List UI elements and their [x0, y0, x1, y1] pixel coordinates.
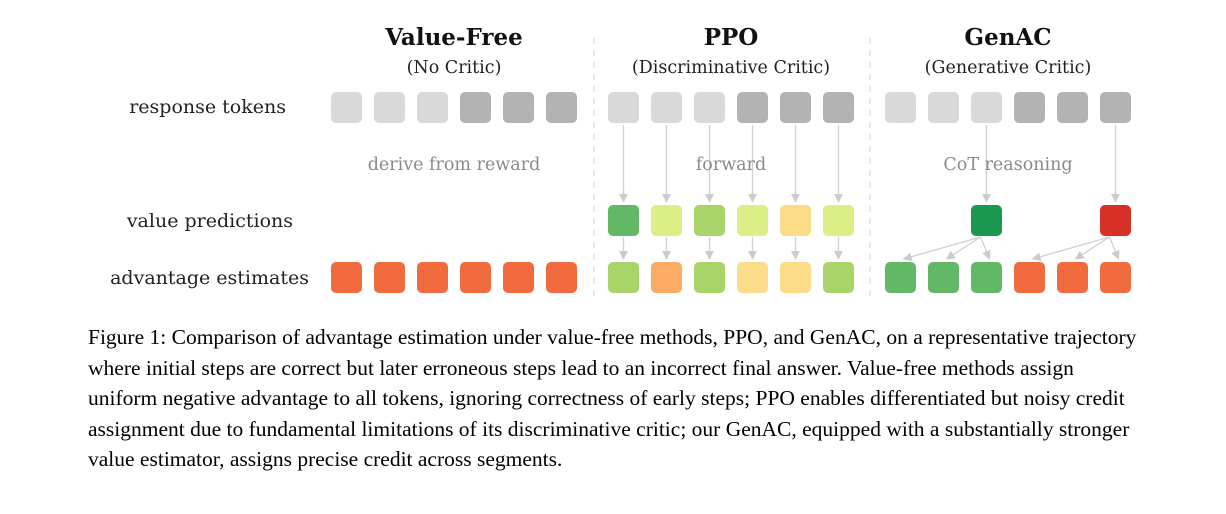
- comparison-figure: response tokens value predictions advant…: [110, 24, 1131, 300]
- advantage-estimate: [546, 262, 577, 293]
- advantage-estimate: [1057, 262, 1088, 293]
- column-title: GenAC: [964, 24, 1051, 51]
- response-token: [460, 92, 491, 123]
- advantage-estimate: [374, 262, 405, 293]
- advantage-estimate: [780, 262, 811, 293]
- value-prediction: [1100, 205, 1131, 236]
- column-subtitle: (Discriminative Critic): [632, 58, 830, 78]
- response-token: [1014, 92, 1045, 123]
- flow-arrow: [945, 236, 981, 260]
- response-token: [546, 92, 577, 123]
- row-label-value-predictions: value predictions: [126, 210, 293, 232]
- advantage-estimate: [503, 262, 534, 293]
- value-prediction: [971, 205, 1002, 236]
- flow-arrow: [1031, 236, 1110, 262]
- response-token: [651, 92, 682, 123]
- advantage-estimate: [885, 262, 916, 293]
- response-token: [417, 92, 448, 123]
- response-token: [737, 92, 768, 123]
- advantage-estimate: [1014, 262, 1045, 293]
- column-subtitle: (No Critic): [407, 58, 502, 78]
- flow-arrow: [979, 236, 991, 260]
- advantage-estimate: [1100, 262, 1131, 293]
- response-token: [608, 92, 639, 123]
- column-title: PPO: [704, 24, 759, 51]
- advantage-estimate: [608, 262, 639, 293]
- response-token: [1100, 92, 1131, 123]
- advantage-estimate: [651, 262, 682, 293]
- column-subtitle: (Generative Critic): [925, 58, 1092, 78]
- response-token: [374, 92, 405, 123]
- process-label: derive from reward: [368, 155, 541, 175]
- row-label-advantage-estimates: advantage estimates: [110, 267, 309, 289]
- advantage-estimate: [737, 262, 768, 293]
- flow-arrow: [1108, 236, 1120, 260]
- column-0: Value-Free (No Critic) derive from reward: [331, 24, 577, 293]
- row-label-response-tokens: response tokens: [129, 96, 286, 118]
- flow-arrow: [902, 236, 981, 262]
- column-title: Value-Free: [384, 24, 523, 51]
- value-prediction: [737, 205, 768, 236]
- advantage-estimate: [460, 262, 491, 293]
- advantage-estimate: [971, 262, 1002, 293]
- advantage-estimate: [823, 262, 854, 293]
- value-prediction: [608, 205, 639, 236]
- response-token: [1057, 92, 1088, 123]
- advantage-estimate: [694, 262, 725, 293]
- figure-caption: Figure 1: Comparison of advantage estima…: [88, 325, 1137, 471]
- value-prediction: [823, 205, 854, 236]
- column-dividers: [593, 38, 871, 300]
- response-token: [780, 92, 811, 123]
- response-token: [331, 92, 362, 123]
- process-label: forward: [696, 155, 766, 175]
- response-token: [885, 92, 916, 123]
- process-label: CoT reasoning: [943, 155, 1072, 175]
- response-token: [503, 92, 534, 123]
- advantage-estimate: [928, 262, 959, 293]
- column-1: PPO (Discriminative Critic) forward: [608, 24, 854, 293]
- response-token: [928, 92, 959, 123]
- value-prediction: [694, 205, 725, 236]
- column-2: GenAC (Generative Critic) CoT reasoning: [885, 24, 1131, 293]
- value-prediction: [651, 205, 682, 236]
- flow-arrow: [1074, 236, 1110, 260]
- response-token: [971, 92, 1002, 123]
- response-token: [694, 92, 725, 123]
- response-token: [823, 92, 854, 123]
- advantage-estimate: [331, 262, 362, 293]
- value-prediction: [780, 205, 811, 236]
- advantage-estimate: [417, 262, 448, 293]
